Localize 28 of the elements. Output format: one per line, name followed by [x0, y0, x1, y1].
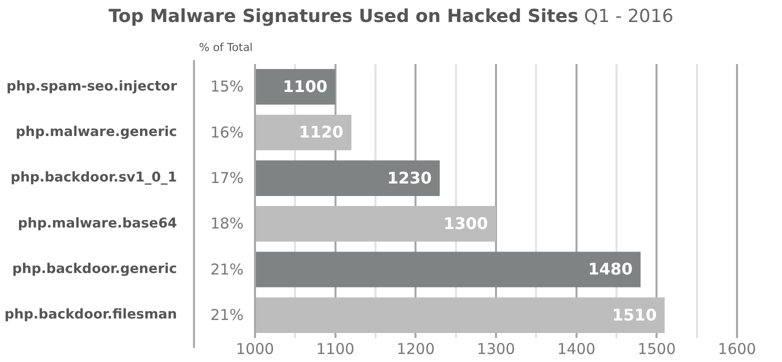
text: 17% — [210, 169, 244, 188]
y-tick-label: php.backdoor.filesman — [4, 306, 177, 323]
data-label: 1480 — [588, 260, 633, 279]
text: 16% — [210, 123, 244, 142]
y-tick-label: php.backdoor.sv1_0_1 — [10, 170, 177, 186]
chart-title: Top Malware Signatures Used on Hacked Sites — [108, 6, 578, 27]
data-label: 1300 — [443, 214, 488, 233]
x-tick-label: 1400 — [557, 340, 596, 358]
x-tick-label: 1300 — [476, 340, 516, 358]
chart-subtitle: Q1 - 2016 — [583, 6, 674, 27]
data-label: 1120 — [298, 122, 344, 142]
text: 21% — [210, 306, 244, 324]
text: 21% — [210, 260, 244, 278]
x-tick-label: 1500 — [638, 340, 676, 358]
text: % of Total — [199, 40, 253, 54]
y-tick-label: php.backdoor.generic — [12, 261, 177, 277]
x-tick-label: 1100 — [316, 340, 354, 358]
y-tick-label: php.malware.generic — [16, 124, 177, 140]
x-tick-label: 1200 — [396, 340, 435, 358]
data-label: 1510 — [612, 305, 657, 324]
x-tick-label: 1000 — [236, 340, 274, 358]
y-tick-label: php.spam-seo.injector — [6, 78, 178, 94]
x-tick-label: 1600 — [718, 340, 756, 358]
data-label: 1100 — [282, 76, 328, 96]
text: 18% — [210, 214, 244, 233]
data-label: 1230 — [387, 168, 432, 188]
y-tick-label: php.malware.base64 — [18, 215, 177, 232]
text: 15% — [210, 78, 244, 96]
